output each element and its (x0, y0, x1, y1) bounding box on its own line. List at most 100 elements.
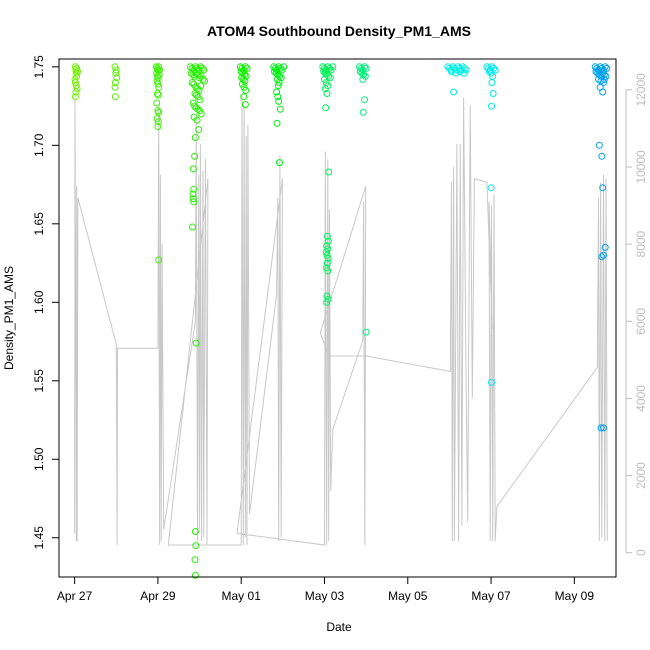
data-point-6-15 (321, 85, 329, 93)
x-tick-label-1: Apr 29 (140, 589, 176, 603)
x-axis: Apr 27 Apr 29 May 01 May 03 May 05 May 07 May … (57, 577, 594, 603)
data-point-1-3 (113, 74, 121, 82)
secondary-tick-label-4: 8000 (634, 230, 648, 257)
y-tick-label-2: 1.55 (32, 369, 46, 393)
x-tick-label-3: May 03 (305, 589, 345, 603)
data-point-4-3 (241, 63, 249, 71)
data-point-6-20 (324, 237, 332, 245)
data-point-10-10 (595, 71, 603, 79)
data-point-5-14 (274, 82, 282, 90)
x-tick-label-0: Apr 27 (57, 589, 93, 603)
data-point-10-23 (599, 184, 607, 192)
data-point-3-27 (196, 96, 204, 104)
data-point-0-4 (71, 75, 79, 83)
data-point-4-16 (241, 101, 249, 108)
data-point-8-15 (460, 69, 468, 77)
data-point-6-6 (329, 63, 337, 71)
data-point-2-8 (155, 71, 163, 79)
data-point-10-28 (600, 424, 607, 432)
data-point-9-10 (489, 90, 497, 97)
data-point-1-5 (111, 83, 119, 91)
data-point-5-6 (280, 63, 288, 71)
data-point-10-1 (593, 64, 601, 72)
data-point-3-49 (191, 571, 199, 579)
data-point-0-8 (72, 88, 80, 96)
data-point-8-10 (460, 64, 468, 72)
data-point-3-48 (191, 556, 199, 564)
data-point-3-33 (197, 110, 205, 118)
data-point-10-6 (601, 63, 609, 71)
data-point-7-9 (359, 75, 367, 83)
data-point-6-24 (323, 251, 331, 259)
data-point-0-9 (71, 93, 79, 101)
data-point-10-25 (600, 251, 607, 259)
data-point-3-35 (193, 116, 201, 124)
data-point-1-6 (111, 93, 119, 101)
data-point-0-7 (73, 85, 81, 93)
secondary-tick-label-1: 2000 (634, 462, 648, 489)
plot-frame (58, 58, 617, 578)
data-point-1-4 (111, 79, 119, 86)
data-point-1-2 (112, 69, 120, 77)
data-point-9-13 (488, 378, 495, 386)
data-point-3-23 (197, 82, 205, 90)
data-point-7-11 (359, 108, 367, 116)
data-point-3-38 (191, 152, 199, 160)
data-point-5-20 (276, 159, 283, 167)
data-point-8-7 (455, 64, 463, 72)
secondary-tick-label-5: 10000 (634, 150, 648, 184)
data-point-8-16 (450, 88, 458, 96)
data-point-3-36 (195, 126, 203, 134)
y-tick-label-3: 1.60 (32, 290, 46, 314)
data-point-3-18 (188, 79, 196, 86)
data-point-1-1 (112, 66, 120, 74)
data-point-2-18 (154, 118, 162, 126)
x-tick-label-4: May 05 (388, 589, 428, 603)
data-point-0-2 (72, 69, 80, 77)
data-point-7-7 (360, 71, 368, 79)
data-point-3-8 (200, 66, 208, 74)
data-point-2-17 (153, 115, 161, 123)
data-point-3-43 (190, 198, 198, 206)
data-point-3-14 (196, 74, 204, 82)
x-tick-label-6: May 09 (555, 589, 595, 603)
data-point-6-28 (324, 267, 332, 275)
data-point-10-22 (598, 152, 606, 160)
data-point-0-10 (73, 64, 81, 72)
data-point-3-41 (189, 190, 197, 198)
x-tick-label-2: May 01 (222, 589, 262, 603)
data-point-3-7 (198, 64, 206, 72)
data-point-2-14 (153, 99, 161, 107)
data-point-4-14 (242, 86, 250, 94)
data-point-10-24 (601, 243, 609, 251)
data-point-2-19 (154, 123, 162, 130)
data-point-3-39 (189, 165, 197, 173)
data-point-6-19 (323, 232, 331, 240)
data-point-3-17 (201, 77, 208, 85)
data-point-2-9 (153, 77, 161, 85)
data-point-6-31 (323, 298, 331, 306)
data-point-8-13 (452, 69, 460, 77)
x-tick-label-5: May 07 (471, 589, 511, 603)
data-point-10-4 (598, 64, 606, 72)
data-point-3-42 (189, 195, 197, 203)
data-point-2-3 (155, 63, 163, 71)
secondary-tick-label-6: 12000 (634, 73, 648, 107)
y-axis-left: 1.45 1.50 1.55 1.60 1.65 1.70 1.75 (32, 55, 59, 549)
data-point-6-18 (325, 168, 333, 176)
data-point-10-17 (600, 79, 607, 86)
data-point-4-1 (238, 64, 246, 72)
data-point-10-26 (598, 253, 606, 261)
data-point-2-13 (154, 91, 162, 99)
data-point-0-5 (71, 79, 79, 86)
data-point-5-18 (276, 105, 284, 113)
data-point-8-12 (448, 68, 455, 76)
y-tick-label-6: 1.75 (32, 55, 46, 79)
data-point-7-1 (357, 64, 365, 72)
data-point-5-1 (271, 64, 279, 72)
data-point-5-17 (275, 97, 283, 105)
data-point-5-16 (274, 93, 282, 101)
data-point-3-44 (189, 223, 196, 231)
data-point-6-17 (322, 104, 330, 112)
